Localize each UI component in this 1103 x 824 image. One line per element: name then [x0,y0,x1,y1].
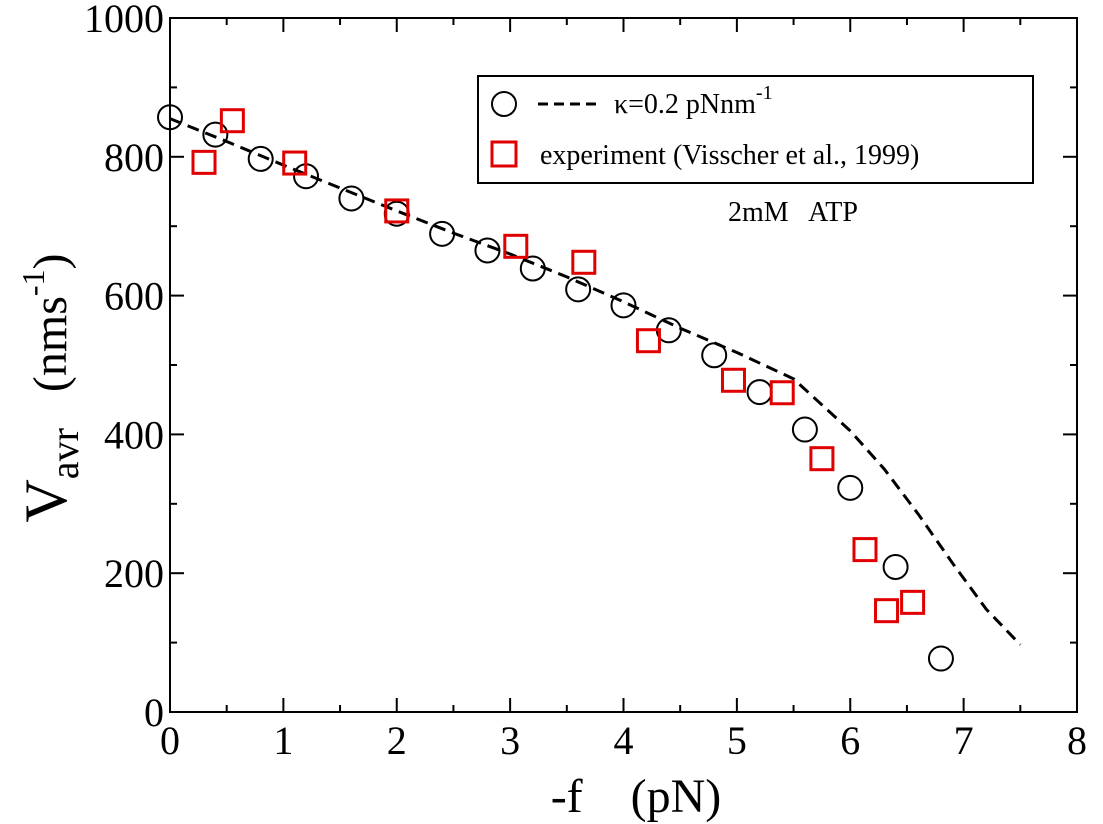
y-tick-label: 0 [144,690,164,735]
experiment-square-point [769,380,795,406]
legend-circle-marker [491,91,517,117]
experiment-square-point [282,150,308,176]
theory-circle-point [701,342,728,369]
theory-circle-point [247,145,274,172]
y-tick-label: 1000 [84,0,164,41]
theory-circle-point [338,185,365,212]
theory-circle-point [746,379,773,406]
legend-theory-label: κ=0.2 pNnm [614,89,756,120]
theory-dashed-line [169,117,1022,646]
x-tick-label: 4 [614,718,634,763]
y-tick-label: 400 [104,412,164,457]
x-tick-label: 0 [160,718,180,763]
experiment-square-point [635,328,661,354]
x-tick-label: 6 [840,718,860,763]
series-layer [157,104,1022,672]
y-axis-title-unit-close: ) [24,253,77,269]
theory-circle-point [565,276,592,303]
y-axis-title-main: V [13,479,79,522]
experiment-square-point [809,446,835,472]
experiment-square-point [503,233,529,259]
axis-ticks [169,17,1078,713]
legend-square-marker [490,140,518,168]
theory-circle-point [927,645,954,672]
legend-box [477,75,1034,184]
svg-text:Vavr(nms-1): Vavr (nms-1) [13,233,87,550]
y-tick-label: 200 [104,551,164,596]
x-tick-label: 8 [1067,718,1087,763]
theory-circle-point [610,292,637,319]
y-axis-title-unit: (nms [24,296,77,392]
x-axis-title: -f (pN) [551,770,722,823]
theory-circle-point [474,237,501,264]
y-tick-label: 600 [104,274,164,319]
experiment-square-point [219,108,245,134]
experiment-square-point [852,537,878,563]
theory-circle-point [202,121,229,148]
legend-experiment-label: experiment (Visscher et al., 1999) [540,140,919,171]
y-tick-label: 800 [104,135,164,180]
annotation-atp: 2mM ATP [728,197,858,228]
svg-text:κ=0.2 pNnm-1: κ=0.2 pNnm-1 [614,82,773,120]
y-axis-title-sub: avr [42,428,87,479]
x-tick-label: 3 [500,718,520,763]
experiment-square-point [900,589,926,615]
y-axis-title: Vavr (nms-1) [13,233,87,550]
experiment-square-point [384,198,410,224]
experiment-square-point [191,149,217,175]
experiment-square-point [571,249,597,275]
x-tick-label: 7 [954,718,974,763]
x-tick-label: 5 [727,718,747,763]
y-axis-title-unit-sup: -1 [15,269,51,296]
theory-circle-point [837,474,864,501]
theory-circle-point [882,553,909,580]
legend-theory-label-sup: -1 [756,82,773,104]
legend: κ=0.2 pNnm-1 experiment (Visscher et al.… [477,75,1034,184]
experiment-square-point [720,367,746,393]
theory-circle-point [157,104,183,131]
x-tick-label: 2 [387,718,407,763]
theory-circle-point [429,220,456,247]
experiment-square-point [874,598,900,624]
theory-circle-point [791,416,818,443]
axis-tick-labels: 0 1 2 3 4 5 6 7 8 0 200 400 600 800 1000 [84,0,1087,763]
x-tick-label: 1 [273,718,293,763]
